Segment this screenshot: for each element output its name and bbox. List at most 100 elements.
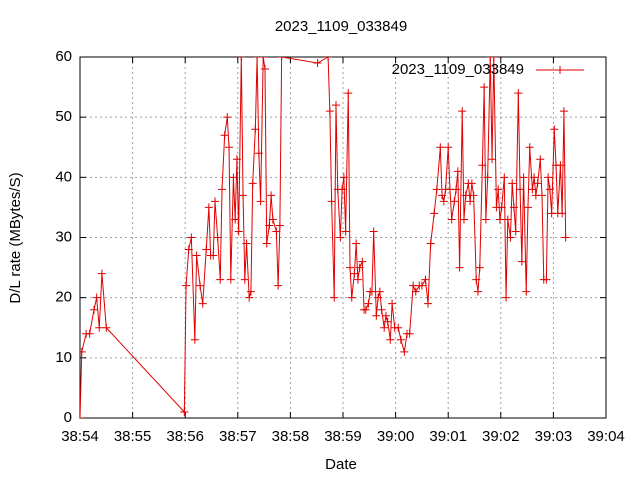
y-tick-label: 60	[55, 48, 72, 65]
point-marker	[267, 191, 276, 200]
point-marker	[438, 191, 447, 200]
y-tick-label: 50	[55, 108, 72, 125]
point-marker	[497, 203, 506, 212]
point-marker	[85, 329, 94, 338]
x-tick-label: 39:03	[535, 428, 573, 445]
point-marker	[211, 197, 220, 206]
point-marker	[500, 173, 509, 182]
point-marker	[386, 335, 395, 344]
point-marker	[265, 221, 274, 230]
point-marker	[202, 245, 211, 254]
point-marker	[251, 125, 260, 134]
point-marker	[556, 161, 565, 170]
point-marker	[450, 197, 459, 206]
point-marker	[275, 221, 284, 230]
point-marker	[528, 185, 537, 194]
point-marker	[262, 239, 271, 248]
point-marker	[254, 149, 263, 158]
point-marker	[358, 257, 367, 266]
point-marker	[519, 173, 528, 182]
point-marker	[424, 299, 433, 308]
point-marker	[405, 329, 414, 338]
point-marker	[483, 173, 492, 182]
point-marker	[240, 275, 249, 284]
x-tick-label: 38:59	[324, 428, 362, 445]
point-marker	[253, 57, 262, 61]
point-marker	[377, 305, 386, 314]
x-tick-label: 38:58	[272, 428, 310, 445]
point-marker	[331, 101, 340, 110]
point-marker	[352, 239, 361, 248]
point-marker	[336, 233, 345, 242]
point-marker	[514, 89, 523, 98]
point-marker	[313, 59, 322, 68]
point-marker	[80, 414, 84, 418]
point-marker	[180, 407, 189, 416]
point-marker	[272, 227, 281, 236]
point-marker	[209, 251, 218, 260]
point-marker	[525, 143, 534, 152]
point-marker	[346, 263, 355, 272]
plot-border	[79, 56, 607, 419]
point-marker	[239, 191, 248, 200]
point-marker	[277, 57, 286, 61]
point-marker	[216, 275, 225, 284]
y-tick-label: 20	[55, 289, 72, 306]
point-marker	[396, 335, 405, 344]
point-marker	[436, 143, 445, 152]
point-marker	[374, 293, 383, 302]
point-marker	[417, 281, 426, 290]
point-marker	[92, 293, 101, 302]
x-tick-label: 39:02	[482, 428, 520, 445]
point-marker	[509, 203, 518, 212]
point-marker	[350, 269, 359, 278]
x-tick-label: 38:56	[166, 428, 204, 445]
point-marker	[248, 179, 257, 188]
point-marker	[538, 191, 547, 200]
point-marker	[467, 179, 476, 188]
point-marker	[447, 215, 456, 224]
point-marker	[196, 281, 205, 290]
point-marker	[353, 275, 362, 284]
point-marker	[361, 305, 370, 314]
point-marker	[344, 89, 353, 98]
point-marker	[480, 83, 489, 92]
point-marker	[355, 263, 364, 272]
point-marker	[325, 107, 334, 116]
point-marker	[466, 197, 475, 206]
point-marker	[536, 155, 545, 164]
point-marker	[338, 185, 347, 194]
point-marker	[80, 347, 86, 356]
y-tick-label: 10	[55, 349, 72, 366]
legend-marker	[556, 66, 564, 74]
point-marker	[97, 269, 106, 278]
point-marker	[508, 179, 517, 188]
legend-label: 2023_1109_033849	[392, 61, 524, 78]
point-marker	[220, 131, 229, 140]
point-marker	[231, 215, 240, 224]
point-marker	[383, 317, 392, 326]
point-marker	[341, 227, 350, 236]
point-marker	[469, 191, 478, 200]
point-marker	[494, 185, 503, 194]
point-marker	[232, 155, 241, 164]
point-marker	[502, 293, 511, 302]
point-marker	[218, 185, 227, 194]
point-marker	[364, 299, 373, 308]
data-line	[80, 57, 567, 418]
point-marker	[245, 293, 254, 302]
y-tick-label: 0	[64, 409, 72, 426]
point-marker	[102, 323, 111, 332]
point-marker	[455, 263, 464, 272]
point-marker	[522, 287, 531, 296]
point-marker	[347, 293, 356, 302]
point-marker	[488, 155, 497, 164]
point-marker	[381, 311, 390, 320]
point-marker	[544, 173, 553, 182]
point-marker	[234, 227, 243, 236]
x-tick-label: 39:04	[587, 428, 625, 445]
point-marker	[324, 57, 333, 61]
point-marker	[523, 203, 532, 212]
point-marker	[459, 215, 468, 224]
point-marker	[444, 143, 453, 152]
